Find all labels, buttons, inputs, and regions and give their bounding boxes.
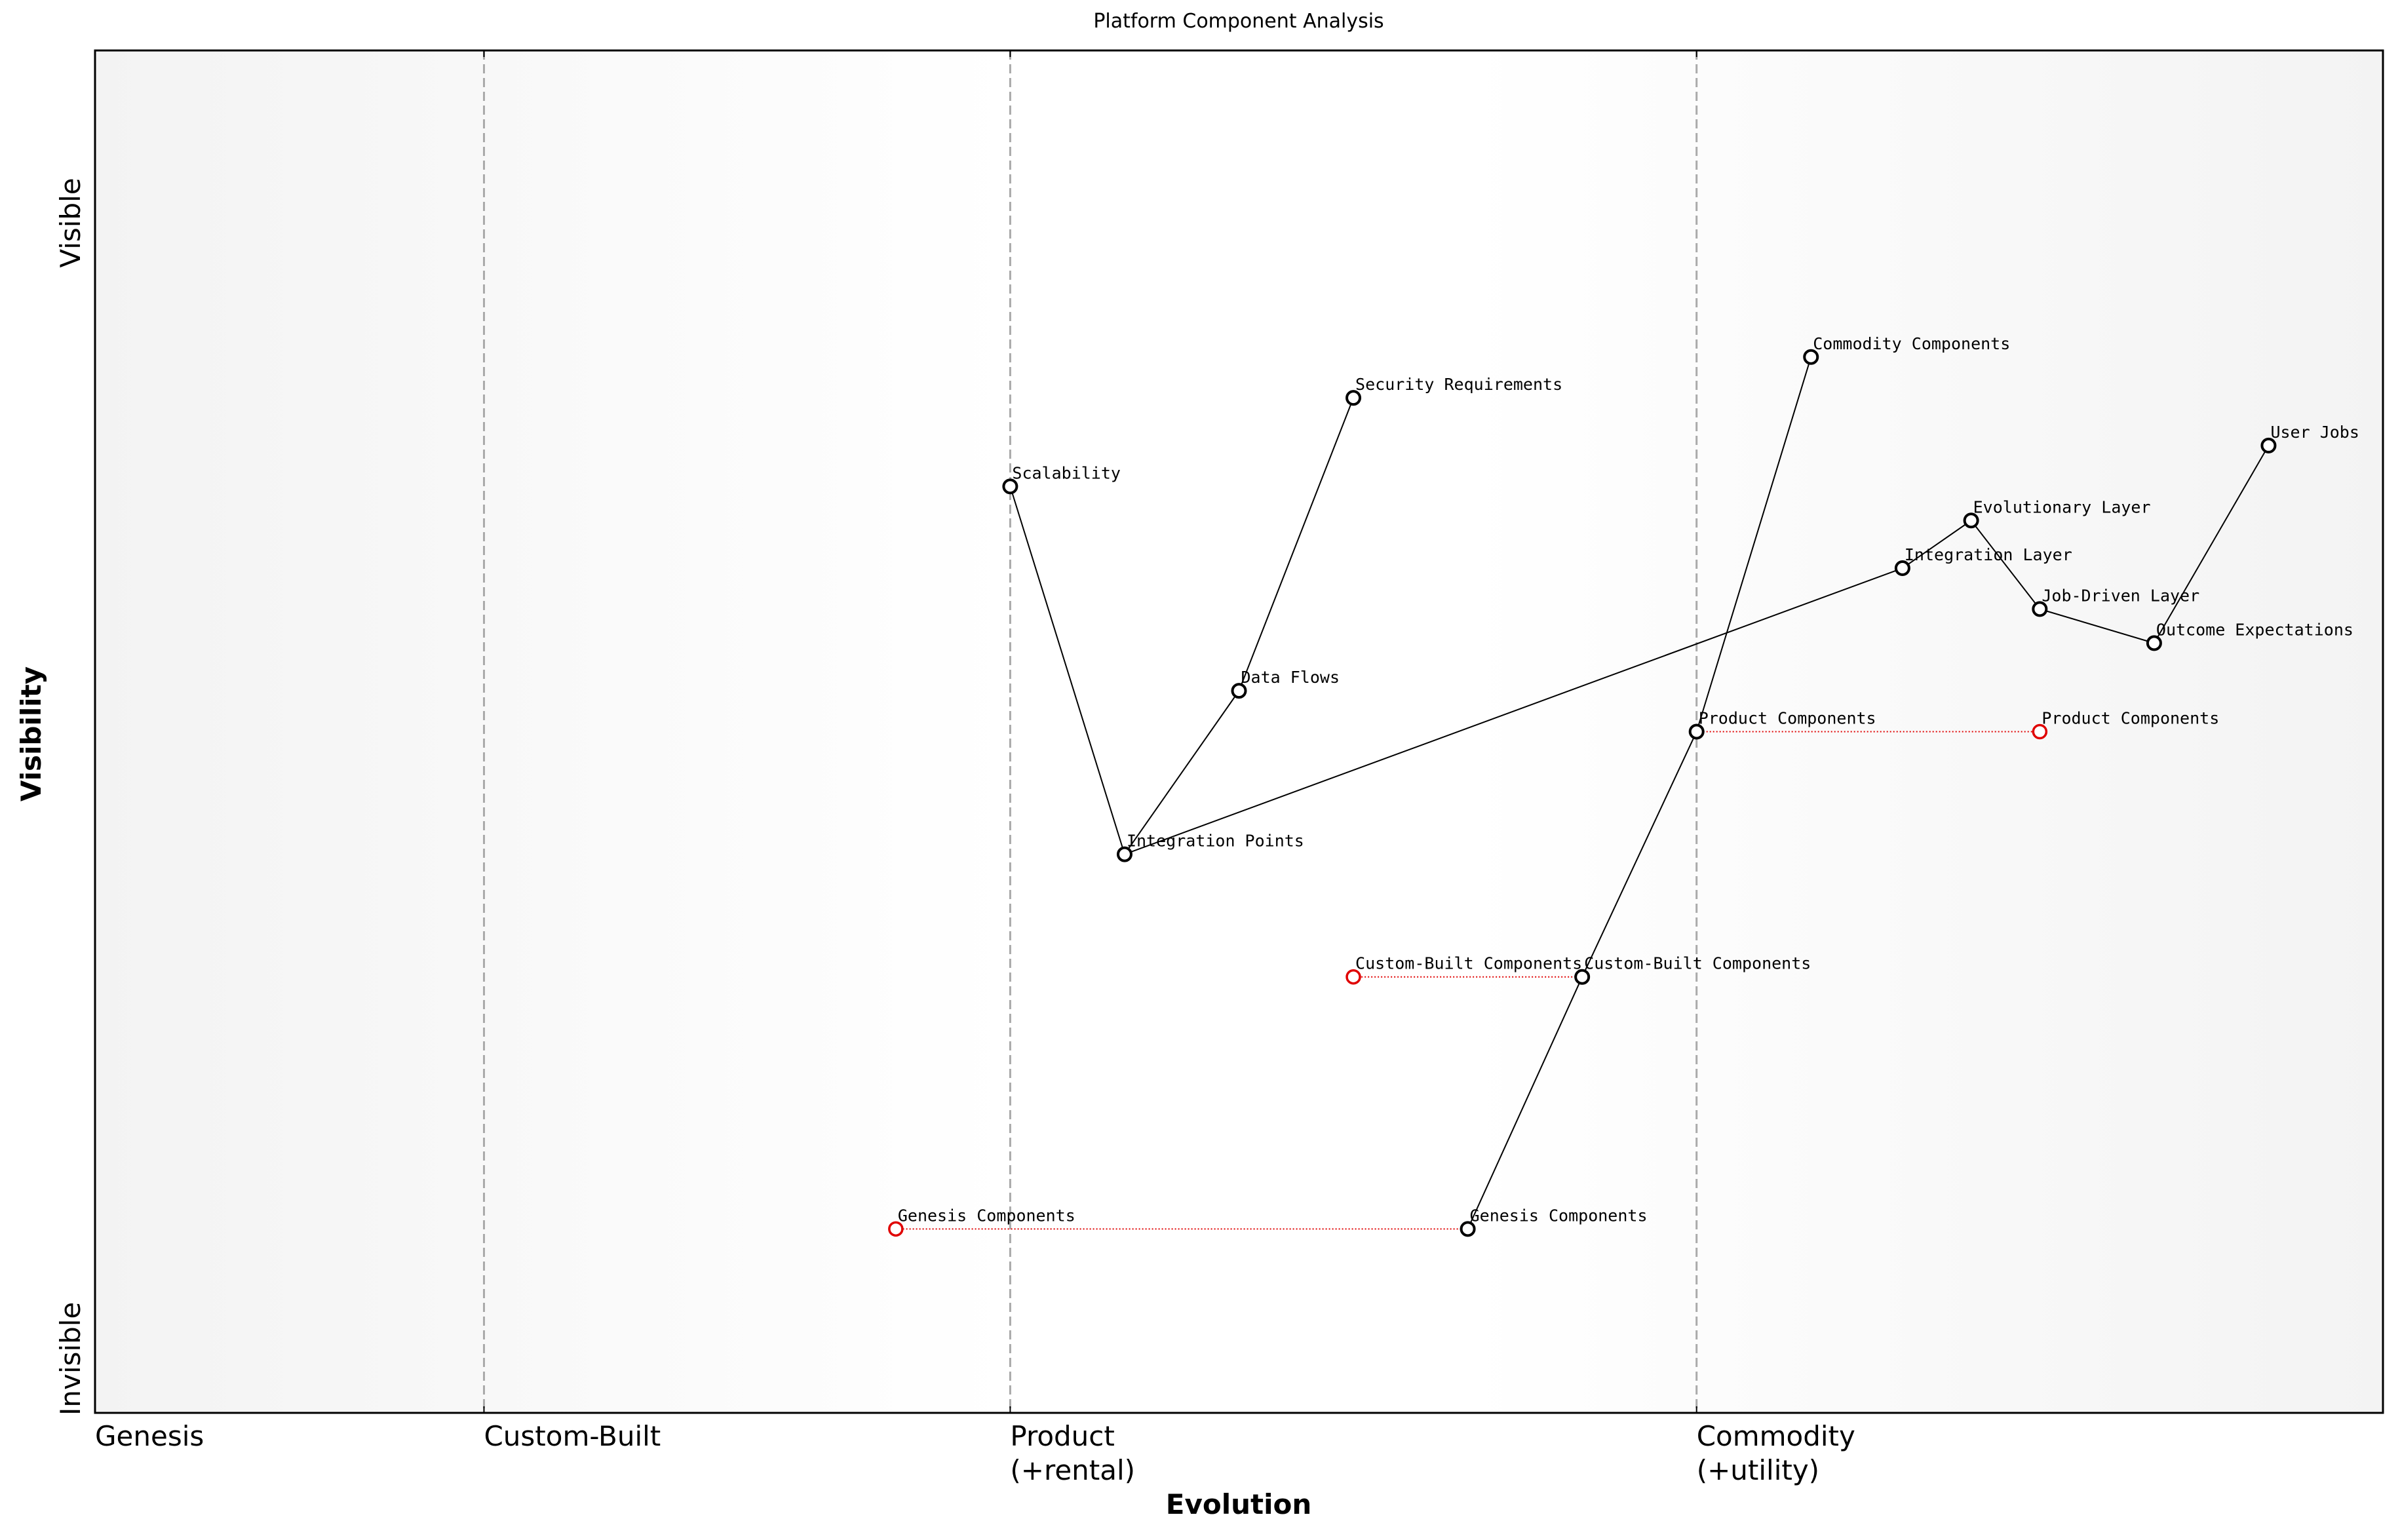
x-tick-label: Product (+rental) (1010, 1420, 1135, 1486)
y-end-label: Invisible (54, 1302, 87, 1415)
link (1124, 690, 1240, 855)
link (1238, 397, 1354, 691)
component-label: Outcome Expectations (2156, 620, 2353, 639)
component-marker (2146, 635, 2162, 651)
component-marker (1963, 512, 1979, 529)
link (1970, 520, 2041, 610)
x-tick-label: Commodity (+utility) (1697, 1420, 1855, 1486)
component-label: User Jobs (2270, 423, 2359, 442)
link (2154, 445, 2270, 644)
x-tick-label: Genesis (95, 1420, 204, 1452)
component-marker (1002, 478, 1018, 495)
evolve-label: Genesis Components (898, 1206, 1075, 1225)
plot-frame (94, 49, 2384, 1414)
evolve-label: Product Components (2042, 709, 2219, 728)
link (2040, 608, 2155, 644)
component-label: Genesis Components (1470, 1206, 1648, 1225)
y-axis-title: Visibility (15, 666, 47, 801)
evolve-label: Custom-Built Components (1355, 954, 1582, 973)
component-label: Security Requirements (1355, 375, 1562, 394)
component-label: Product Components (1699, 709, 1876, 728)
component-marker (1231, 683, 1247, 699)
link (1902, 520, 1972, 569)
component-marker (1116, 846, 1132, 862)
component-marker (2032, 601, 2048, 617)
component-marker (1688, 723, 1705, 740)
link (1695, 356, 1812, 732)
component-label: Scalability (1012, 463, 1121, 482)
component-label: Evolutionary Layer (1973, 497, 2151, 516)
component-label: Integration Points (1127, 832, 1304, 851)
component-marker (1574, 969, 1591, 985)
component-label: Data Flows (1241, 668, 1340, 687)
plot-layer: Genesis Custom-Built Product (+rental) Commo… (94, 50, 2359, 1486)
component-marker (1345, 390, 1362, 406)
y-end-label: Visible (54, 178, 87, 267)
x-tick-label: Custom-Built (484, 1420, 661, 1452)
x-axis-title: Evolution (1166, 1488, 1311, 1520)
link (1581, 731, 1697, 978)
component-label: Commodity Components (1813, 334, 2010, 353)
link (1467, 976, 1583, 1229)
link (1009, 486, 1125, 855)
chart-title: Platform Component Analysis (1093, 10, 1384, 33)
evolve-marker (888, 1221, 904, 1237)
component-label: Custom-Built Components (1584, 954, 1811, 973)
component-marker (1460, 1221, 1476, 1237)
evolve-marker (1345, 969, 1361, 985)
component-label: Integration Layer (1905, 545, 2072, 564)
component-marker (1803, 349, 1819, 365)
component-marker (2260, 437, 2277, 453)
component-marker (1894, 560, 1910, 577)
link (1124, 568, 1903, 855)
component-label: Job-Driven Layer (2042, 586, 2199, 605)
evolve-marker (2032, 723, 2048, 740)
